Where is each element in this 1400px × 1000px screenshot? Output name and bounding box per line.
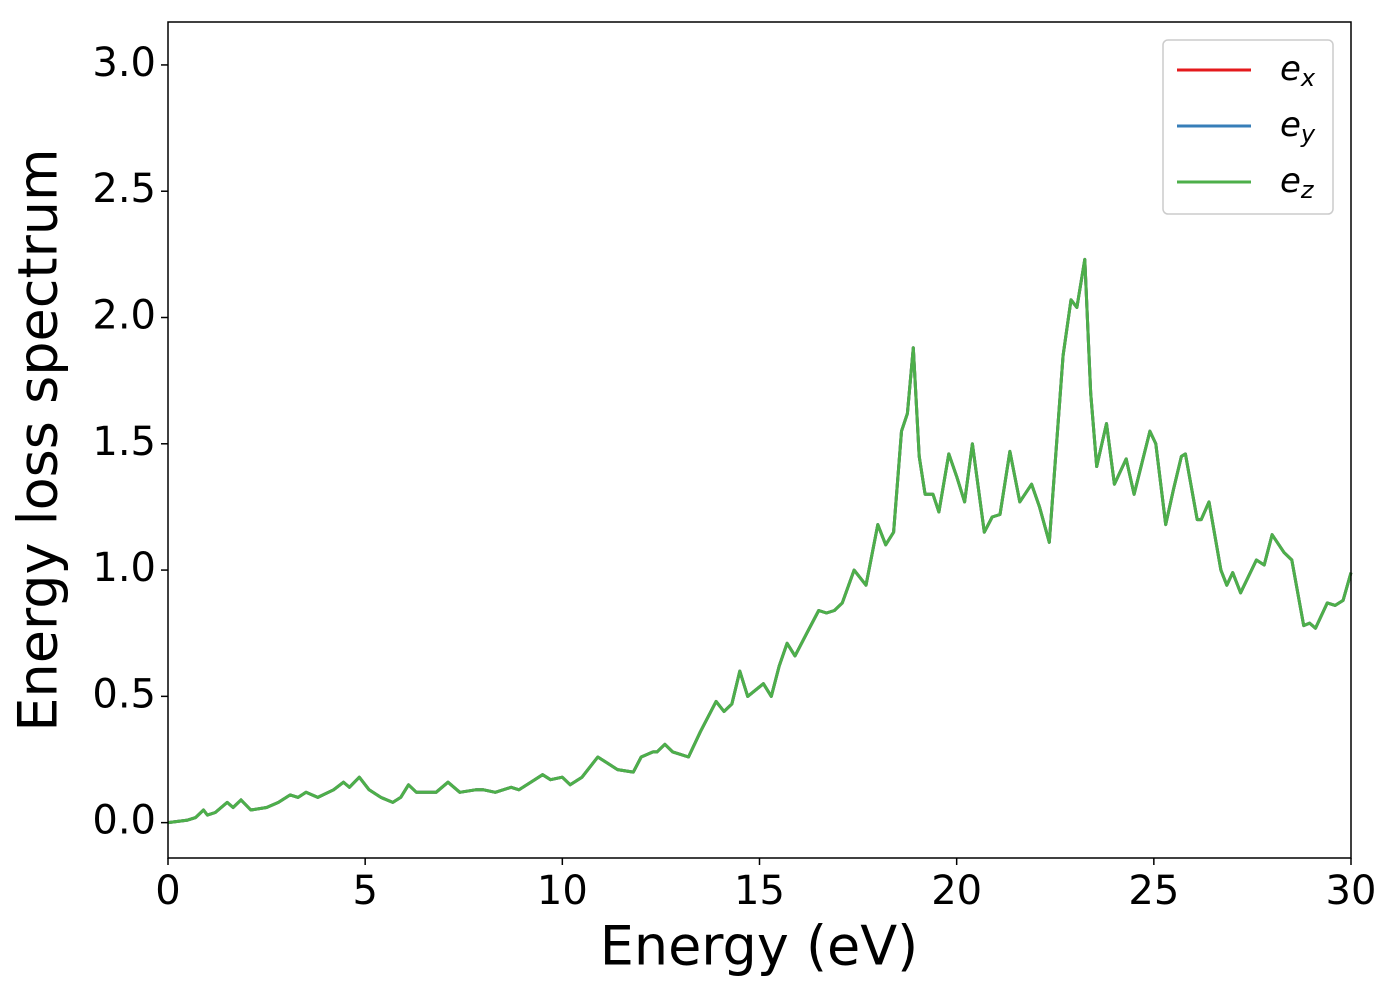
y-tick-label: 2.0 [92,293,156,339]
y-tick-label: 1.5 [92,419,156,465]
y-tick-label: 3.0 [92,40,156,86]
series-line [167,257,1353,825]
series-line [167,257,1353,825]
plot-frame [167,21,1352,859]
x-tick-label: 30 [1326,868,1377,914]
y-axis-label: Energy loss spectrum [7,148,70,731]
legend-label: ey [1280,105,1316,149]
x-tick-label: 0 [155,868,180,914]
y-tick-label: 0.5 [92,671,156,717]
x-tick-label: 20 [931,868,982,914]
x-axis-label: Energy (eV) [600,915,919,978]
x-tick-label: 15 [734,868,785,914]
x-tick-label: 10 [537,868,588,914]
y-tick-label: 2.5 [92,166,156,212]
x-tick-label: 25 [1128,868,1179,914]
legend-label: ex [1280,49,1316,93]
series-line [167,257,1353,825]
x-tick-label: 5 [352,868,377,914]
y-tick-label: 0.0 [92,798,156,844]
legend-label: ez [1280,161,1315,205]
y-tick-label: 1.0 [92,545,156,591]
